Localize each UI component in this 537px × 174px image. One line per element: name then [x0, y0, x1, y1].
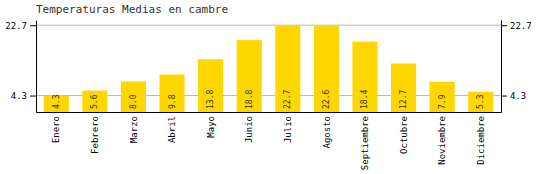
x-tick-label: Noviembre [437, 116, 447, 165]
x-axis-line [37, 112, 502, 113]
y-tick: 4.3 [501, 91, 526, 101]
bar [275, 25, 300, 112]
bar [314, 26, 339, 112]
y-tick-mark [30, 25, 36, 26]
x-tick: Abril [167, 116, 177, 143]
data-label: 22.6 [322, 90, 331, 109]
bar [82, 91, 107, 112]
x-tick-label: Abril [167, 116, 177, 143]
grid-line [36, 25, 501, 26]
data-labels: 4.3 5.6 8.0 9.8 13.8 18.8 22.7 22.6 18.4 12.7 7.9 5… [52, 90, 485, 109]
data-label: 18.4 [360, 90, 369, 109]
y-tick: 4.3 [11, 91, 36, 101]
bar [352, 42, 377, 112]
bar [237, 40, 262, 112]
y-tick-mark [501, 96, 507, 97]
y-tick: 22.7 [501, 21, 532, 31]
data-label: 12.7 [399, 90, 408, 109]
data-label: 8.0 [129, 94, 138, 109]
x-tick-label: Mayo [206, 116, 216, 138]
data-label: 4.3 [52, 94, 61, 109]
x-tick: Agosto [322, 116, 332, 149]
data-label: 7.9 [438, 94, 447, 109]
bar [159, 75, 184, 112]
bars [44, 25, 494, 112]
data-label: 18.8 [245, 90, 254, 109]
bar [121, 81, 146, 112]
x-tick-label: Agosto [322, 116, 332, 149]
right-y-axis: 4.3 22.7 [501, 21, 532, 113]
x-tick-label: Marzo [129, 116, 139, 143]
chart: Temperaturas Medias en cambre Enero Febrer… [0, 0, 537, 174]
x-tick: Junio [244, 116, 254, 143]
left-y-axis: 4.3 22.7 [5, 21, 36, 113]
x-tick-label: Junio [244, 116, 254, 143]
y-tick-label: 4.3 [11, 91, 27, 101]
x-tick: Marzo [129, 116, 139, 143]
y-axis-line [501, 21, 502, 113]
x-tick: Octubre [399, 116, 409, 154]
y-tick-label: 22.7 [5, 21, 27, 31]
x-tick: Julio [283, 116, 293, 143]
x-tick: Enero [51, 116, 61, 143]
y-tick-mark [30, 96, 36, 97]
x-tick-label: Diciembre [476, 116, 486, 165]
x-tick: Septiembre [360, 116, 370, 170]
y-axis-line [36, 21, 37, 113]
x-tick-label: Julio [283, 116, 293, 143]
data-label: 9.8 [168, 94, 177, 109]
data-label: 5.6 [90, 94, 99, 109]
bar [391, 63, 416, 112]
y-tick-mark [501, 25, 507, 26]
x-tick: Diciembre [476, 116, 486, 165]
y-tick: 22.7 [5, 21, 36, 31]
x-axis: Enero Febrero Marzo Abril Mayo Junio Julio Agos… [37, 113, 502, 171]
x-tick-label: Septiembre [360, 116, 370, 170]
y-tick-label: 4.3 [510, 91, 526, 101]
x-tick-label: Octubre [399, 116, 409, 154]
x-tick-label: Enero [51, 116, 61, 143]
title: Temperaturas Medias en cambre [36, 3, 228, 16]
bar [430, 82, 455, 112]
data-label: 5.3 [476, 94, 485, 109]
data-label: 13.8 [206, 90, 215, 109]
x-tick: Febrero [90, 116, 100, 154]
x-tick: Mayo [206, 116, 216, 138]
x-tick: Noviembre [437, 116, 447, 165]
bar [468, 92, 493, 112]
y-tick-label: 22.7 [510, 21, 532, 31]
bar [198, 59, 223, 112]
x-tick-label: Febrero [90, 116, 100, 154]
data-label: 22.7 [283, 90, 292, 109]
